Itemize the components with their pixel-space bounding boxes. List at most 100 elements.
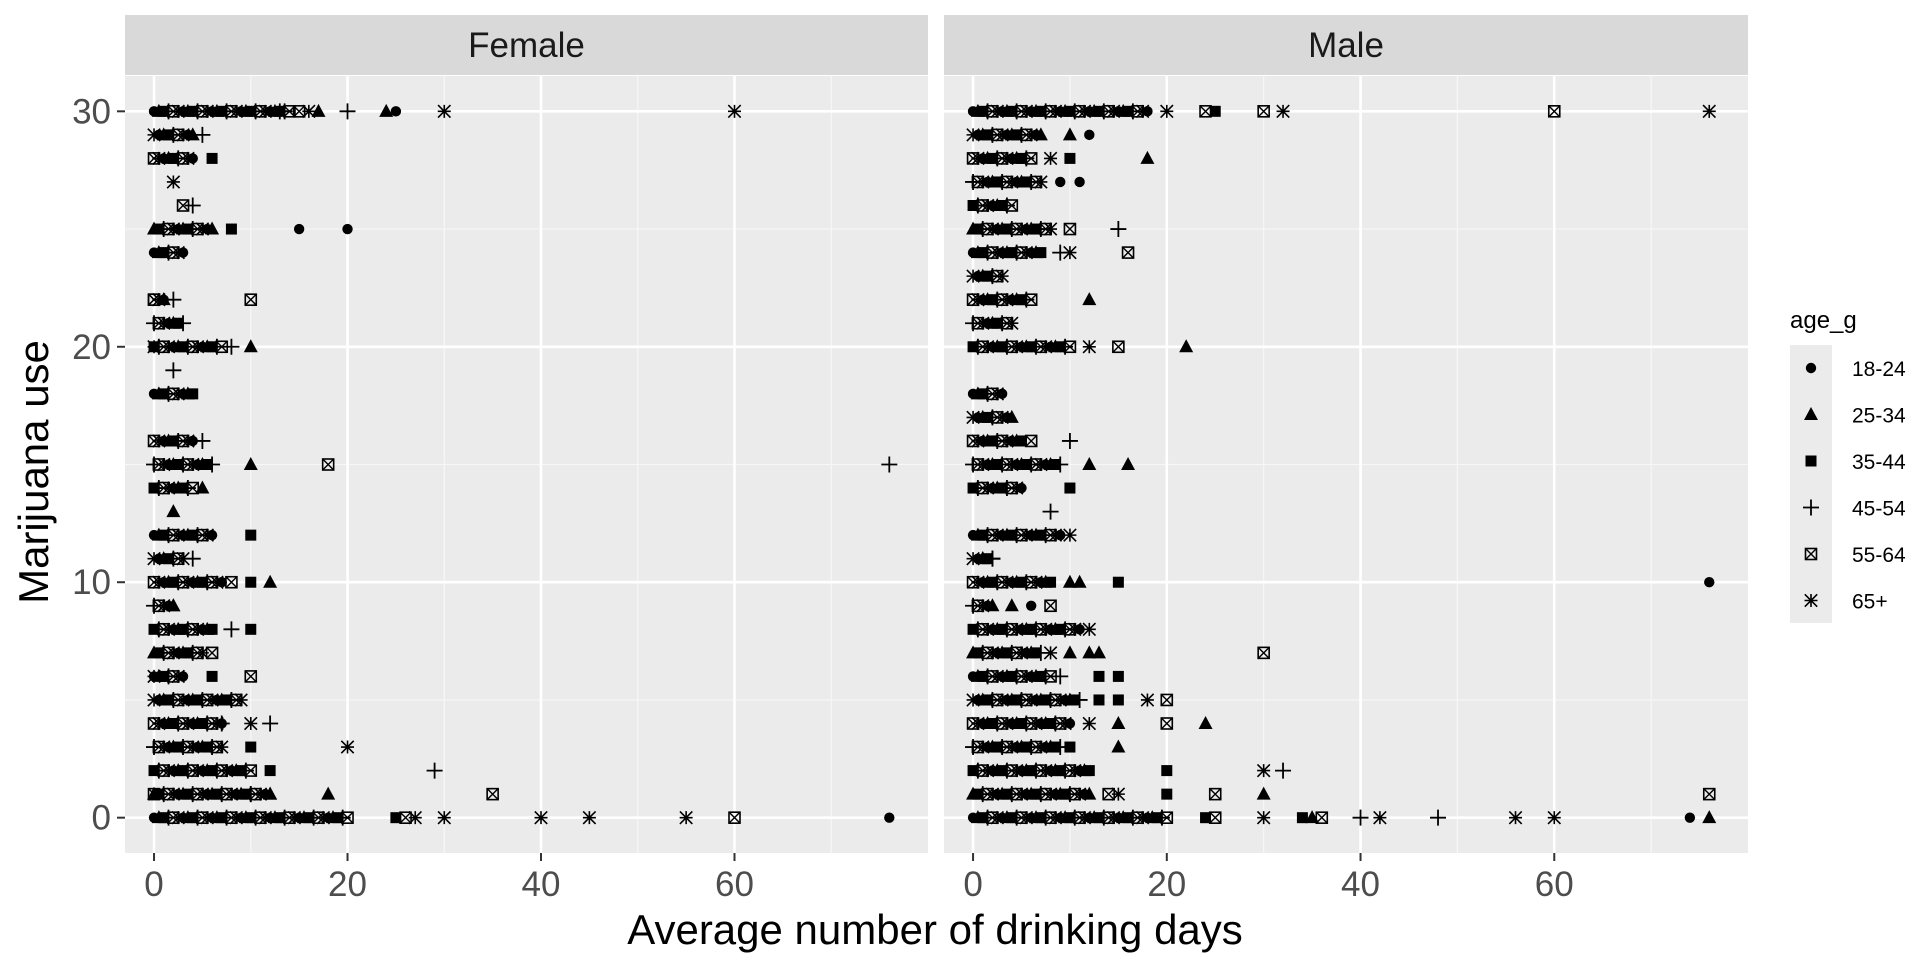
legend-key-boxx (1804, 547, 1818, 561)
data-point (185, 127, 200, 141)
data-point (1082, 457, 1097, 470)
panel-male: Male 0 20 40 60 (944, 15, 1748, 904)
x-tick-label: 20 (328, 865, 367, 904)
data-point (245, 623, 257, 635)
data-point (1034, 175, 1048, 189)
data-point (1315, 811, 1329, 824)
data-point (234, 693, 248, 707)
data-point (184, 550, 201, 567)
data-point (243, 457, 258, 470)
data-point (1111, 716, 1126, 729)
data-point (1112, 670, 1124, 682)
data-point (1082, 786, 1097, 800)
data-point (1083, 765, 1095, 777)
facet-strip-label: Male (1308, 26, 1384, 65)
data-point (302, 104, 316, 119)
legend-entry: 55-64 (1804, 544, 1906, 567)
data-point (1161, 788, 1173, 800)
data-point (1082, 622, 1097, 637)
data-point (1179, 339, 1194, 353)
data-point (390, 106, 402, 117)
data-point (206, 670, 218, 682)
data-point (293, 223, 305, 235)
data-point (206, 623, 218, 635)
data-point (985, 598, 1000, 612)
data-point (727, 104, 742, 119)
x-tick-label: 0 (144, 865, 163, 904)
data-point (1043, 646, 1058, 660)
data-point (1093, 694, 1105, 706)
data-point (321, 786, 336, 800)
data-point (342, 223, 353, 235)
data-point (1160, 717, 1174, 730)
data-point (1005, 316, 1019, 330)
data-point (1091, 645, 1106, 659)
data-point (243, 339, 258, 353)
data-point (379, 103, 394, 117)
x-tick-label: 60 (715, 865, 754, 904)
x-tick-label: 60 (1535, 865, 1574, 904)
data-point (1064, 152, 1076, 164)
data-point (1121, 457, 1136, 470)
data-point (194, 126, 211, 143)
data-point (975, 551, 990, 565)
data-point (223, 621, 240, 638)
data-point (1112, 576, 1124, 588)
data-point (205, 646, 219, 660)
data-point (1140, 693, 1155, 707)
data-point (166, 175, 181, 189)
data-point (1275, 762, 1292, 779)
data-point (245, 576, 257, 588)
data-point (996, 388, 1008, 400)
data-point (1082, 340, 1097, 354)
data-point (311, 103, 326, 117)
data-point (1704, 577, 1715, 588)
data-point (242, 786, 259, 803)
data-point (1044, 599, 1057, 613)
data-point (194, 432, 211, 449)
data-point (1093, 670, 1105, 682)
data-point (1082, 645, 1097, 659)
legend: age_g 18-24 25-34 35-44 45-54 55-64 65+ (1790, 307, 1906, 623)
data-point (213, 715, 230, 732)
data-point (177, 247, 189, 258)
data-point (165, 362, 182, 379)
data-point (341, 811, 354, 824)
data-point (1024, 434, 1038, 448)
data-point (1208, 811, 1222, 824)
data-point (1064, 718, 1076, 729)
data-point (225, 575, 238, 589)
data-point (147, 669, 161, 684)
data-point (225, 223, 237, 235)
data-points (965, 103, 1717, 826)
data-point (1043, 151, 1058, 166)
data-point (175, 315, 192, 332)
data-point (1004, 598, 1019, 612)
data-point (1702, 104, 1717, 119)
data-point (1296, 812, 1308, 824)
data-point (1208, 787, 1222, 801)
data-point (223, 338, 240, 355)
data-point (1062, 574, 1077, 588)
data-point (1052, 456, 1069, 473)
data-point (1035, 247, 1047, 259)
data-point (1209, 105, 1221, 117)
data-point (204, 456, 221, 473)
legend-label: 35-44 (1852, 451, 1906, 474)
data-point (1061, 432, 1078, 449)
legend-entries: 18-24 25-34 35-44 45-54 55-64 65+ (1803, 358, 1906, 614)
data-point (1005, 199, 1019, 212)
data-point (679, 810, 693, 825)
data-points (146, 103, 898, 826)
x-tick-label: 20 (1147, 865, 1186, 904)
y-tick-label: 0 (92, 799, 111, 838)
legend-label: 45-54 (1852, 498, 1906, 521)
data-point (1198, 716, 1213, 729)
data-point (187, 435, 198, 447)
data-point (1142, 106, 1153, 117)
x-tick-label: 40 (1341, 865, 1380, 904)
legend-entry: 65+ (1804, 591, 1888, 614)
data-point (884, 812, 895, 823)
data-point (1004, 409, 1019, 423)
